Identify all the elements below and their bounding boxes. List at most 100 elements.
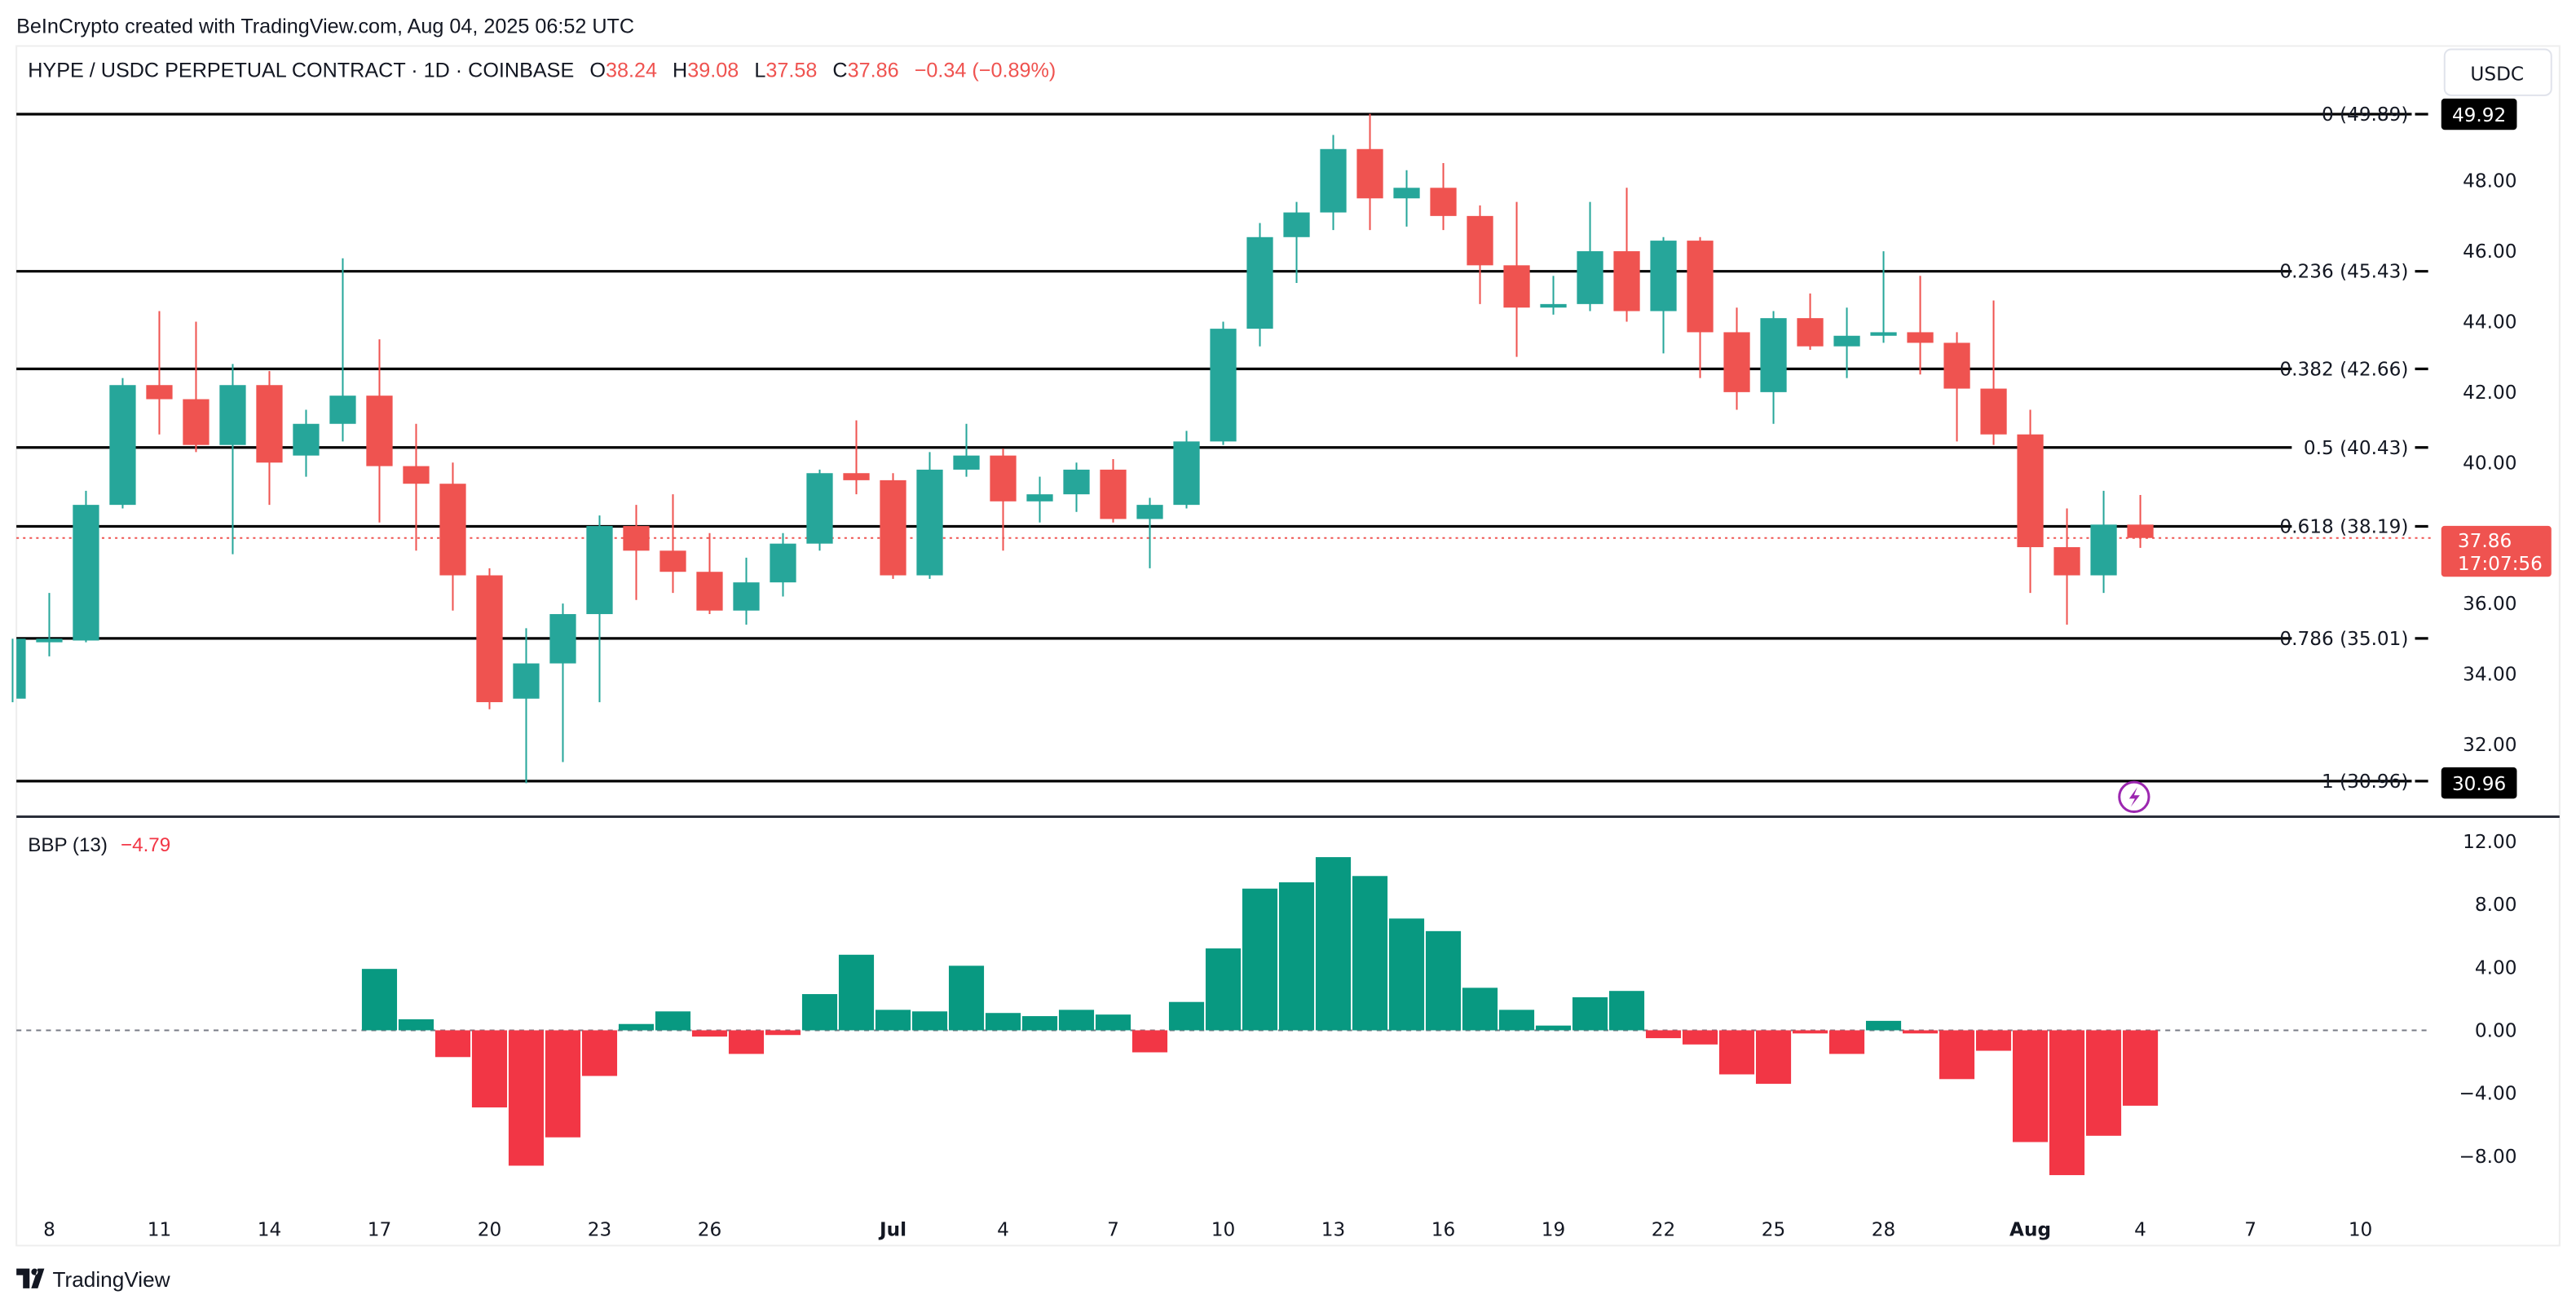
candle-body [1577,251,1603,304]
price-tick-label: 46.00 [2463,241,2516,263]
candle-body [2053,546,2080,576]
candle-body [1613,251,1640,312]
bbp-bar [471,1030,508,1108]
price-tick-label: 48.00 [2463,170,2516,192]
bbp-bar [508,1030,545,1166]
tradingview-logo[interactable]: TradingView [16,1267,170,1292]
candle-body [1430,188,1457,216]
candle [1870,251,1897,343]
candle-body [880,479,906,576]
candle [586,515,613,703]
candle [439,462,466,611]
candle [476,568,503,709]
candle [256,370,283,506]
bbp-bar [1608,991,1645,1031]
bbp-bar [1425,930,1462,1031]
bbp-bar [1278,882,1315,1031]
candle-body [146,385,173,400]
candle-body [549,614,576,664]
price-tick-label: 40.00 [2463,452,2516,474]
time-axis[interactable]: 8 11 14 17 20 23 26 Jul 4 7 10 13 16 19 22 25 28 Aug 4 7 10 [43,1218,2372,1240]
candle-body [1283,212,1310,237]
fib-retracement[interactable]: 0 (49.89) 0.236 (45.43) 0.382 (42.66) 0.5 (… [16,104,2428,793]
bbp-bar [1498,1010,1535,1031]
candle-body [990,455,1017,502]
candle [1356,113,1383,231]
bbp-bar [2122,1030,2159,1106]
candle [549,603,576,762]
candle [1943,332,1970,442]
candle [1100,458,1127,523]
bbp-bar [1755,1030,1792,1085]
candle [109,378,136,509]
candle-body [1320,148,1347,213]
price-tick-label: 44.00 [2463,312,2516,334]
candle-body [1797,318,1824,347]
candle [806,469,833,551]
candle [1540,276,1567,315]
fib-label: 0.236 (45.43) [2279,261,2408,283]
time-tick-label: 10 [1211,1218,1235,1240]
candle [1063,462,1090,512]
high-value: 39.08 [687,60,739,82]
candle [623,505,650,600]
bbp-bar [875,1010,911,1031]
candle-body [1980,388,2007,435]
candle [1320,135,1347,231]
candle [1246,223,1273,347]
candle-body [36,639,63,643]
bbp-tick-label: 4.00 [2475,957,2517,979]
svg-text:49.92: 49.92 [2452,104,2506,126]
candle [146,311,173,435]
candle [696,532,723,615]
bbp-bar [655,1011,691,1031]
candle-body [770,543,796,583]
time-tick-label: Jul [878,1218,906,1240]
candles [11,113,2154,784]
candle-body [806,473,833,544]
bbp-histogram [361,857,2159,1176]
fib-label: 0.618 (38.19) [2279,516,2408,538]
bbp-bar [1205,948,1242,1031]
candle-body [696,572,723,611]
bbp-bar [1535,1025,1572,1031]
candle [366,339,393,523]
candle-body [329,395,356,424]
candle [1650,236,1677,354]
candle-body [16,639,26,699]
candle [990,449,1017,551]
time-tick-label: 13 [1321,1218,1345,1240]
bbp-tick-label: −8.00 [2459,1146,2516,1168]
candle [2127,495,2154,548]
candle [2053,508,2080,625]
price-axis[interactable]: 48.00 46.00 44.00 42.00 40.00 36.00 34.00 32.00 [2463,170,2516,756]
bbp-bar [1792,1030,1828,1034]
bbp-bar [398,1019,434,1031]
candle [36,593,63,656]
bbp-bar [691,1030,728,1037]
legend: HYPE / USDC PERPETUAL CONTRACT · 1D · CO… [28,60,1056,82]
candle [1430,163,1457,231]
candle-body [1026,494,1053,502]
price-tick-label: 36.00 [2463,593,2516,615]
time-tick-label: 7 [1107,1218,1119,1240]
candle-body [623,526,650,551]
price-tick-label: 32.00 [2463,734,2516,756]
candle-body [1210,329,1237,442]
candle [1833,307,1860,378]
candle [1577,201,1603,312]
svg-text:17:07:56: 17:07:56 [2458,553,2543,575]
candle-body [953,455,980,470]
bbp-bar [1572,996,1608,1031]
candle [659,494,686,594]
currency-button[interactable]: USDC [2443,48,2552,96]
bbp-bar [545,1030,581,1138]
alert-lightning-icon[interactable] [2118,780,2150,813]
candle [880,473,906,579]
bbp-bar [1315,857,1352,1031]
bbp-bar [1131,1030,1168,1053]
time-tick-label: 17 [368,1218,391,1240]
candle-body [256,385,283,463]
bbp-axis[interactable]: 12.00 8.00 4.00 0.00 −4.00 −8.00 [2459,831,2516,1168]
